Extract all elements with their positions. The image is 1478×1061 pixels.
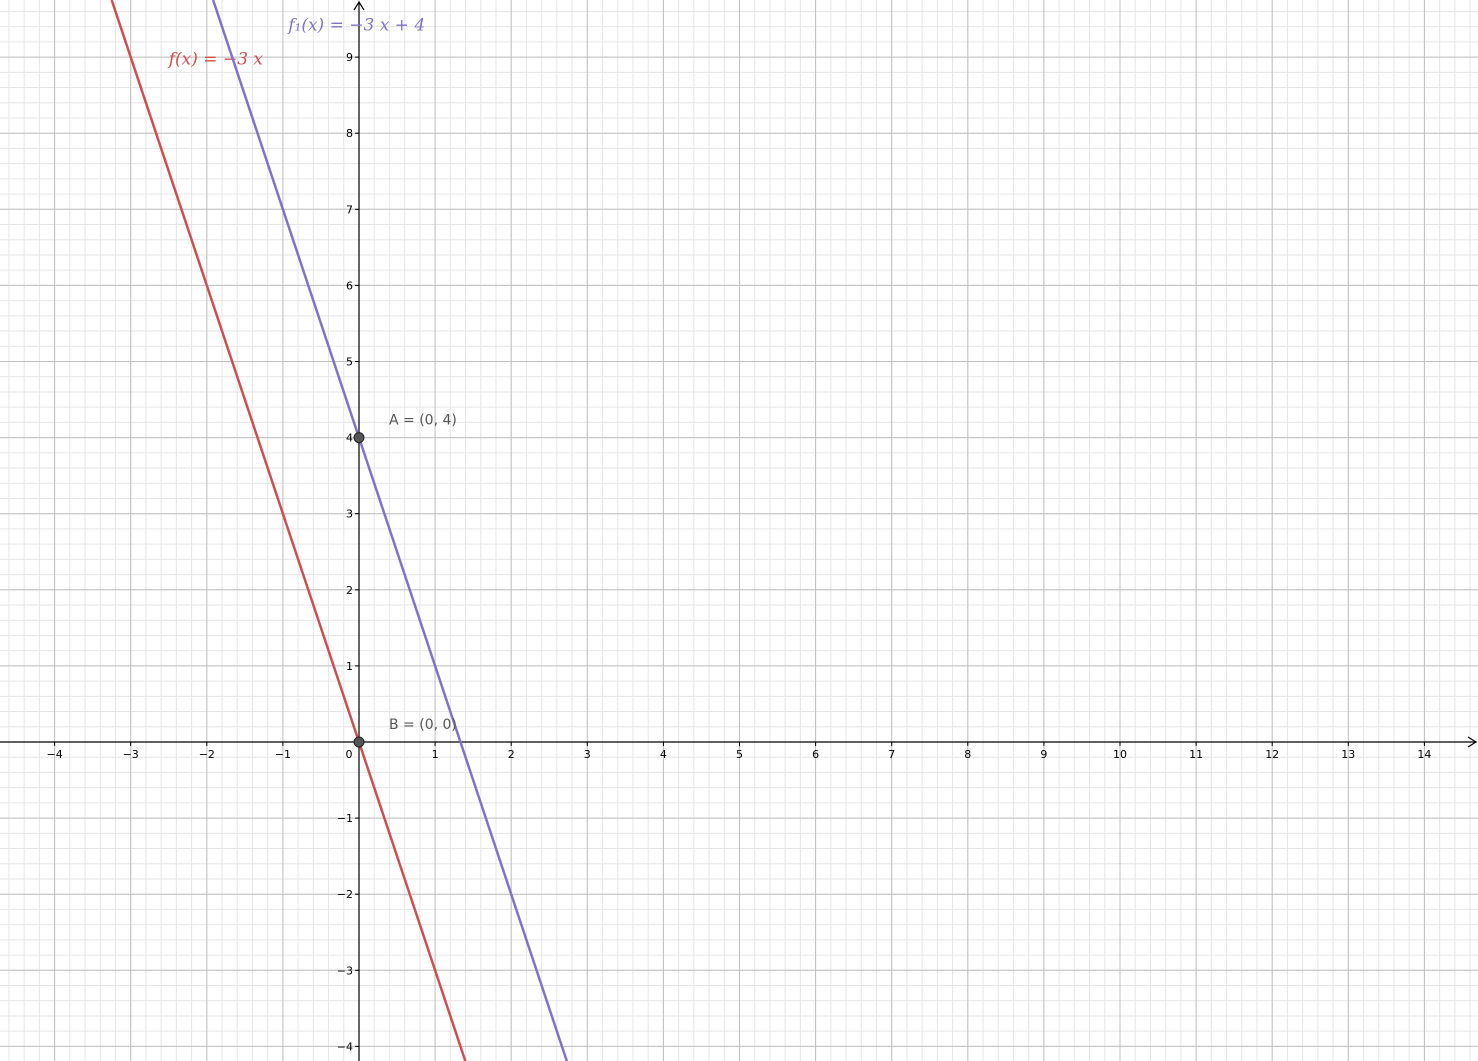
x-tick-label: 5 — [736, 748, 743, 761]
x-tick-label: −1 — [275, 748, 291, 761]
x-tick-label: 10 — [1113, 748, 1127, 761]
y-tick-label: 3 — [346, 508, 353, 521]
x-tick-label: 0 — [346, 748, 353, 761]
y-tick-label: 2 — [346, 584, 353, 597]
x-tick-label: −3 — [123, 748, 139, 761]
function-lines: f(x) = −3 x f₁(x) = −3 x + 4 — [110, 0, 569, 1061]
x-tick-label: 2 — [508, 748, 515, 761]
function-label: f₁(x) = −3 x + 4 — [286, 15, 425, 35]
x-tick-label: 12 — [1265, 748, 1279, 761]
y-axis-arrow-icon — [353, 0, 365, 11]
x-axis-arrow-icon — [1467, 736, 1478, 748]
function-line-0 — [110, 0, 467, 1061]
y-tick-label: −4 — [337, 1040, 353, 1053]
y-tick-label: 6 — [346, 279, 353, 292]
y-tick-label: 4 — [346, 432, 353, 445]
y-tick-label: 5 — [346, 356, 353, 369]
y-tick-label: 7 — [346, 203, 353, 216]
y-tick-label: 8 — [346, 127, 353, 140]
x-tick-label: 8 — [964, 748, 971, 761]
function-label: f(x) = −3 x — [167, 50, 264, 70]
point-label: A = (0, 4) — [389, 413, 457, 429]
x-tick-label: 13 — [1341, 748, 1355, 761]
y-tick-label: −3 — [337, 964, 353, 977]
point-B — [353, 736, 365, 748]
tick-labels: −4 −3 −2 −1 0 1 2 3 4 5 6 7 8 9 10 11 12 13 14−4−3−2−11234… — [46, 51, 1431, 1053]
y-tick-label: −1 — [337, 812, 353, 825]
x-tick-label: 6 — [812, 748, 819, 761]
function-line-1 — [211, 0, 569, 1061]
point-A — [353, 432, 365, 444]
x-tick-label: 3 — [584, 748, 591, 761]
x-tick-label: −2 — [199, 748, 215, 761]
points: A = (0, 4) B = (0, 0) — [353, 413, 457, 748]
x-tick-label: 1 — [432, 748, 439, 761]
x-tick-label: 9 — [1040, 748, 1047, 761]
x-tick-label: 14 — [1417, 748, 1431, 761]
x-tick-label: 7 — [888, 748, 895, 761]
y-tick-label: −2 — [337, 888, 353, 901]
x-tick-label: −4 — [46, 748, 62, 761]
x-tick-label: 4 — [660, 748, 667, 761]
y-tick-label: 9 — [346, 51, 353, 64]
point-label: B = (0, 0) — [389, 717, 457, 733]
x-tick-label: 11 — [1189, 748, 1203, 761]
y-tick-label: 1 — [346, 660, 353, 673]
